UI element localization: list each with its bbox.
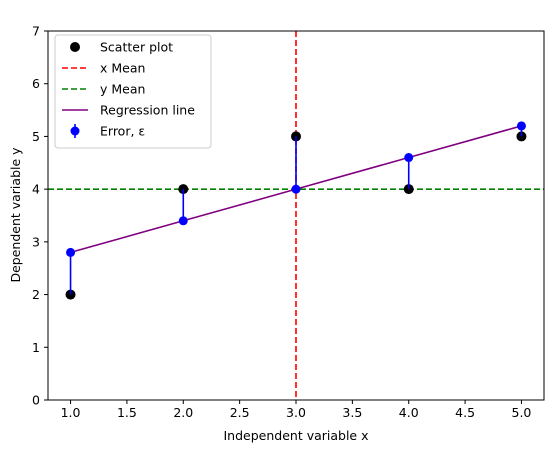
y-axis-label: Dependent variable y	[8, 147, 23, 283]
x-tick-label: 3.0	[286, 405, 306, 420]
x-tick-label: 4.5	[455, 405, 475, 420]
x-tick-label: 2.5	[230, 405, 250, 420]
legend-marker-scatter	[70, 42, 80, 52]
predicted-point-1	[66, 247, 76, 257]
x-axis-label: Independent variable x	[223, 428, 368, 443]
x-tick-label: 4.0	[399, 405, 419, 420]
legend-label: Regression line	[100, 103, 195, 118]
legend-box	[54, 34, 212, 149]
legend-label: Scatter plot	[100, 40, 173, 55]
y-tick-label: 0	[32, 393, 40, 408]
legend-label: y Mean	[100, 82, 145, 97]
y-tick-label: 4	[32, 182, 40, 197]
y-tick-label: 3	[32, 234, 40, 249]
x-tick-label: 2.0	[173, 405, 193, 420]
legend-label: x Mean	[100, 61, 145, 76]
y-tick-label: 5	[32, 129, 40, 144]
y-tick-label: 6	[32, 76, 40, 91]
y-tick-label: 2	[32, 287, 40, 302]
x-tick-label: 5.0	[512, 405, 532, 420]
predicted-point-5	[516, 121, 526, 131]
chart-marks	[48, 31, 544, 400]
legend: Scatter plot x Mean y Mean Regression line E…	[54, 34, 212, 149]
x-tick-label: 3.5	[342, 405, 362, 420]
y-tick-label: 7	[32, 24, 40, 39]
x-tick-label: 1.0	[61, 405, 81, 420]
legend-label: Error, ε	[100, 124, 145, 139]
x-tick-label: 1.5	[117, 405, 137, 420]
axes: 1.0 1.5 2.0 2.5 3.0 3.5 4.0 4.5 5.0 0 1 2 3 4 5 6 7	[32, 24, 545, 420]
legend-marker-errorbar-point	[70, 126, 80, 136]
predicted-point-2	[178, 216, 188, 226]
predicted-point-4	[404, 153, 414, 163]
predicted-point-3	[291, 184, 301, 194]
y-tick-label: 1	[32, 340, 40, 355]
